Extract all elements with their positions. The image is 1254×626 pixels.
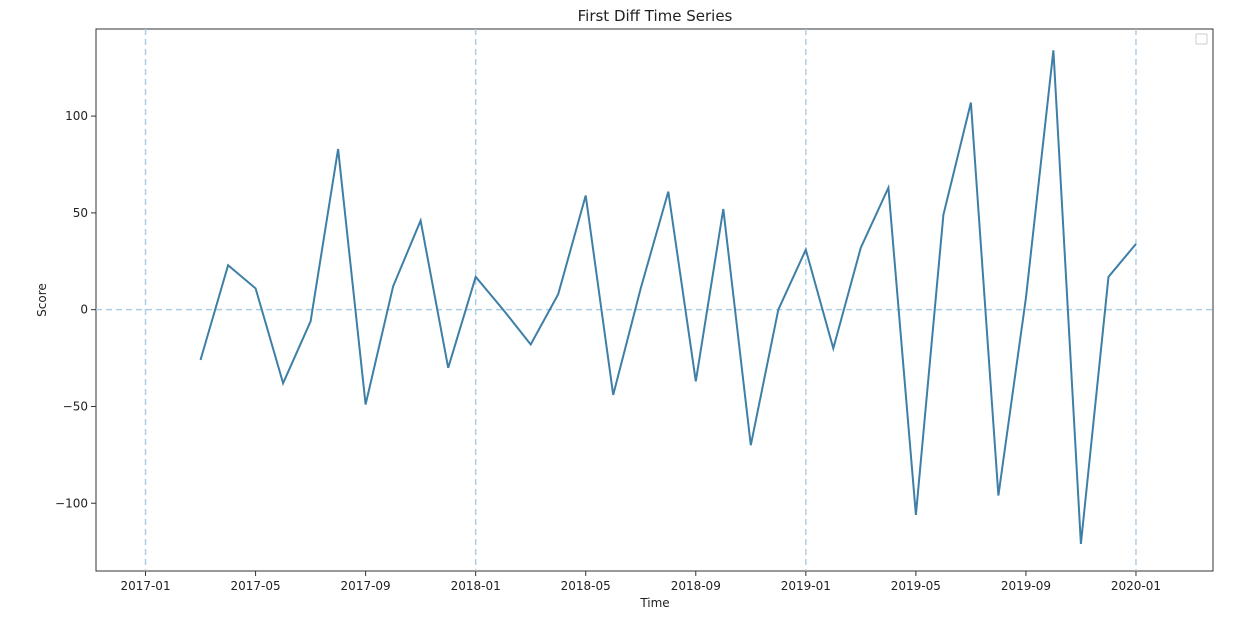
y-tick-label-0: 0 <box>80 303 88 317</box>
x-tick-label-2018-05: 2018-05 <box>561 579 611 593</box>
x-tick-label-2018-09: 2018-09 <box>671 579 721 593</box>
chart-title: First Diff Time Series <box>578 7 733 25</box>
x-axis-title: Time <box>639 596 669 610</box>
x-tick-label-2018-01: 2018-01 <box>451 579 501 593</box>
x-tick-label-2019-09: 2019-09 <box>1001 579 1051 593</box>
x-tick-label-2020-01: 2020-01 <box>1111 579 1161 593</box>
x-tick-label-2017-05: 2017-05 <box>231 579 281 593</box>
x-tick-label-2019-01: 2019-01 <box>781 579 831 593</box>
x-axis: 2017-01 2017-05 2017-09 2018-01 2018-05 2018-… <box>120 571 1161 593</box>
y-axis: −100 −50 0 50 100 <box>55 109 96 510</box>
x-tick-label-2019-05: 2019-05 <box>891 579 941 593</box>
x-tick-label-2017-01: 2017-01 <box>120 579 170 593</box>
y-tick-label--100: −100 <box>55 496 88 510</box>
y-tick-label-50: 50 <box>73 206 88 220</box>
y-tick-label-100: 100 <box>65 109 88 123</box>
legend-box <box>1196 34 1207 44</box>
x-tick-label-2017-09: 2017-09 <box>341 579 391 593</box>
y-tick-label--50: −50 <box>63 399 88 413</box>
plot-area <box>96 29 1213 571</box>
y-axis-title: Score <box>35 283 49 317</box>
